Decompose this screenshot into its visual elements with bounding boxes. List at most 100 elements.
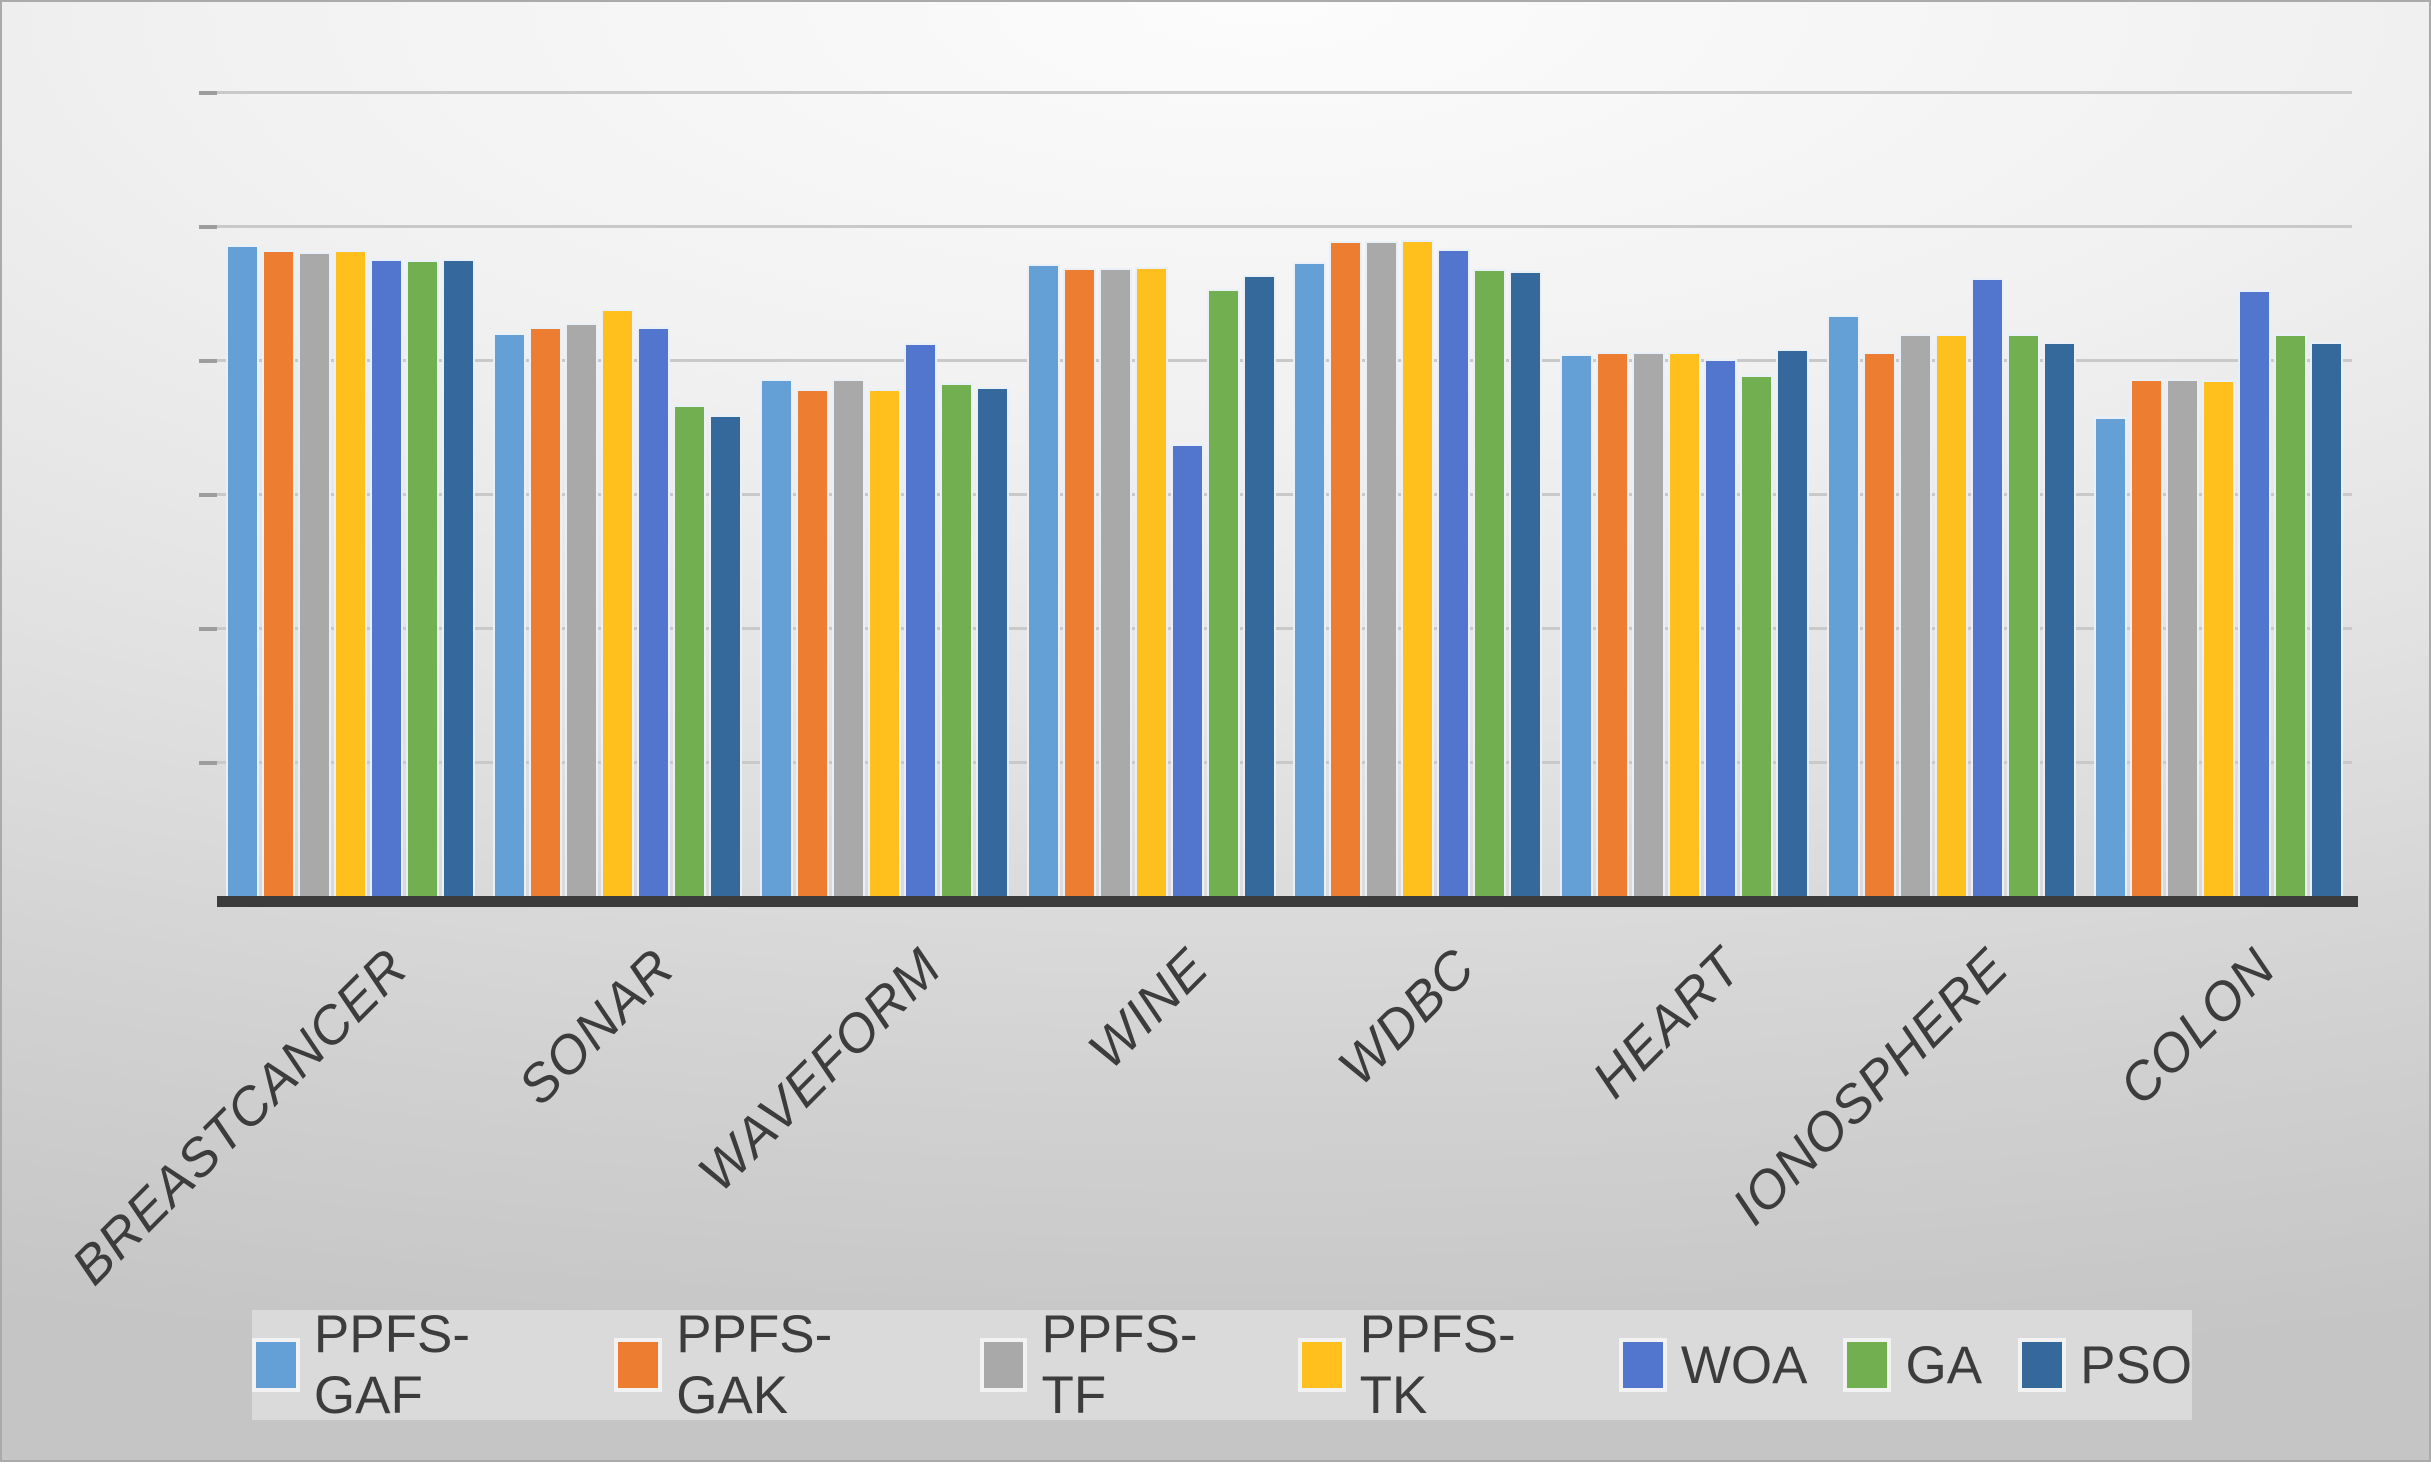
x-axis-labels: BREASTCANCER SONAR WAVEFORM WINE WDBC HEART IO… (60, 927, 2352, 1296)
bar-ppfs-gak-sonar (528, 327, 562, 896)
bar-ppfs-tk-ionosphere (1935, 333, 1969, 896)
bar-ga-heart (1740, 374, 1774, 896)
bar-woa-sonar (636, 327, 670, 896)
legend-swatch-woa (1618, 1338, 1667, 1392)
bar-ppfs-tf-heart (1632, 351, 1666, 896)
gridline (217, 493, 2352, 496)
bar-ppfs-tk-sonar (600, 309, 634, 896)
y-axis-tick (199, 761, 217, 765)
bar-ppfs-tk-colon (2202, 380, 2236, 896)
bar-pso-heart (1776, 349, 1810, 896)
x-axis-label-sonar: SONAR (507, 937, 686, 1117)
bar-woa-waveform (903, 343, 937, 896)
bar-ppfs-gaf-waveform (759, 378, 793, 896)
legend-item-ppfs-gaf: PPFS-GAF (252, 1304, 578, 1426)
gridline (217, 91, 2352, 94)
bar-ppfs-tk-wdbc (1401, 240, 1435, 896)
x-axis-label-colon: COLON (2108, 937, 2287, 1117)
bar-ppfs-tf-sonar (564, 323, 598, 896)
x-axis-label-ionosphere: IONOSPHERE (1721, 937, 2021, 1237)
y-axis-tick (199, 225, 217, 229)
bar-ppfs-tf-breastcancer (297, 252, 331, 896)
category-group-wine (1018, 92, 1285, 896)
y-axis-tick (199, 359, 217, 363)
bar-ppfs-gak-breastcancer (261, 250, 295, 896)
bar-ppfs-gaf-wine (1026, 264, 1060, 896)
legend-swatch-ppfs-tf (979, 1338, 1028, 1392)
bar-ga-wdbc (1473, 268, 1507, 896)
bar-ppfs-gak-ionosphere (1863, 351, 1897, 896)
gridline (217, 225, 2352, 228)
bar-ga-waveform (939, 382, 973, 896)
bar-woa-ionosphere (1971, 278, 2005, 896)
bar-ppfs-tf-wdbc (1365, 240, 1399, 896)
bar-ppfs-gak-wine (1062, 268, 1096, 896)
bar-pso-ionosphere (2043, 341, 2077, 896)
bar-ppfs-gaf-breastcancer (225, 244, 259, 896)
bar-ppfs-tk-waveform (867, 388, 901, 896)
bar-woa-wine (1170, 443, 1204, 896)
gridline (217, 359, 2352, 362)
y-axis-tick (199, 627, 217, 631)
legend: PPFS-GAF PPFS-GAK PPFS-TF PPFS-TK WOA GA PSO (252, 1305, 2192, 1425)
gridline (217, 627, 2352, 630)
category-group-waveform (751, 92, 1018, 896)
bar-woa-colon (2238, 290, 2272, 896)
bar-woa-wdbc (1437, 248, 1471, 896)
x-axis-label-heart: HEART (1581, 937, 1754, 1110)
bar-ppfs-gaf-heart (1560, 353, 1594, 896)
y-axis-tick (199, 493, 217, 497)
bar-groups-layer (217, 92, 2352, 896)
bar-ppfs-tk-heart (1668, 351, 1702, 896)
bar-pso-wdbc (1509, 270, 1543, 896)
category-group-breastcancer (217, 92, 484, 896)
legend-item-woa: WOA (1618, 1335, 1808, 1396)
bar-ga-wine (1206, 288, 1240, 896)
x-axis-label-wine: WINE (1077, 937, 1220, 1081)
legend-item-ppfs-gak: PPFS-GAK (614, 1304, 943, 1426)
x-axis-label-waveform: WAVEFORM (687, 937, 953, 1204)
bar-ppfs-tf-wine (1098, 268, 1132, 896)
bar-ppfs-gaf-ionosphere (1827, 315, 1861, 896)
bar-ppfs-gak-colon (2130, 378, 2164, 896)
x-axis-label-wdbc: WDBC (1327, 937, 1487, 1097)
bar-ppfs-gak-waveform (795, 388, 829, 896)
bar-pso-colon (2310, 341, 2344, 896)
legend-item-ppfs-tk: PPFS-TK (1297, 1304, 1583, 1426)
bar-ppfs-gak-wdbc (1329, 240, 1363, 896)
category-group-colon (2085, 92, 2352, 896)
legend-swatch-ppfs-tk (1297, 1338, 1346, 1392)
x-axis-line (217, 896, 2358, 907)
legend-label: WOA (1680, 1335, 1808, 1395)
bar-ppfs-tf-ionosphere (1899, 333, 1933, 896)
x-axis-label-breastcancer: BREASTCANCER (60, 937, 419, 1297)
category-group-heart (1551, 92, 1818, 896)
bottom-edge-strip (0, 1462, 2431, 1476)
bar-ppfs-gaf-colon (2094, 416, 2128, 896)
plot-area (199, 91, 2352, 896)
bar-ppfs-gaf-sonar (492, 333, 526, 896)
legend-label: PPFS-GAK (676, 1305, 833, 1425)
y-axis-tick (199, 91, 217, 95)
bar-pso-wine (1242, 274, 1276, 896)
bar-pso-breastcancer (441, 258, 475, 896)
category-group-ionosphere (1818, 92, 2085, 896)
bar-ppfs-tk-wine (1134, 266, 1168, 896)
legend-label: PSO (2080, 1335, 2192, 1395)
legend-label: PPFS-GAF (313, 1305, 470, 1425)
category-group-sonar (484, 92, 751, 896)
bar-ppfs-gaf-wdbc (1293, 262, 1327, 896)
bar-ppfs-tk-breastcancer (333, 250, 367, 896)
bar-woa-heart (1704, 359, 1738, 896)
bar-ga-colon (2274, 333, 2308, 896)
legend-label: GA (1905, 1335, 1983, 1395)
legend-swatch-ga (1843, 1338, 1892, 1392)
bar-ga-sonar (672, 404, 706, 896)
bar-ppfs-tf-colon (2166, 378, 2200, 896)
legend-item-pso: PSO (2018, 1335, 2192, 1396)
bar-pso-waveform (975, 386, 1009, 896)
legend-item-ppfs-tf: PPFS-TF (979, 1304, 1262, 1426)
bar-ga-ionosphere (2007, 333, 2041, 896)
bar-ppfs-gak-heart (1596, 351, 1630, 896)
